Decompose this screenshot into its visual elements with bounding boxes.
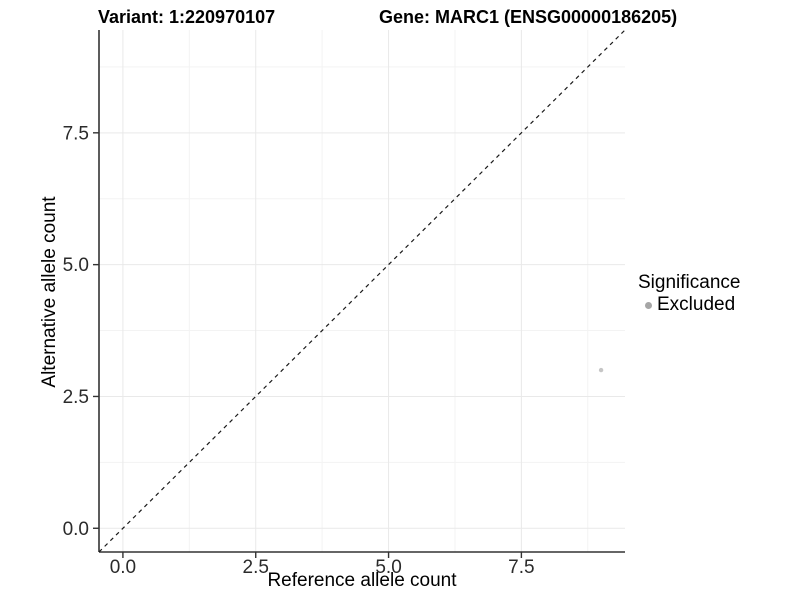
legend-item-label: Excluded xyxy=(657,294,736,315)
identity-line xyxy=(98,29,626,553)
y-tick-label: 0.0 xyxy=(63,519,89,540)
legend-item-excluded: Excluded xyxy=(638,294,740,315)
legend: Significance Excluded xyxy=(638,272,740,315)
legend-point-icon xyxy=(645,301,652,309)
plot-title-variant: Variant: 1:220970107 xyxy=(98,7,276,27)
y-tick-label: 7.5 xyxy=(63,123,89,144)
x-tick-label: 5.0 xyxy=(375,557,401,578)
legend-title: Significance xyxy=(638,272,741,293)
y-tick-label: 2.5 xyxy=(63,387,89,408)
y-axis-title: Alternative allele count xyxy=(39,196,60,388)
plot-title-gene: Gene: MARC1 (ENSG00000186205) xyxy=(379,7,678,27)
x-tick-label: 0.0 xyxy=(110,557,136,578)
y-tick-label: 5.0 xyxy=(63,255,89,276)
x-axis-title: Reference allele count xyxy=(267,570,457,591)
x-tick-label: 7.5 xyxy=(508,557,534,578)
data-point xyxy=(598,367,604,373)
x-tick-label: 2.5 xyxy=(243,557,269,578)
